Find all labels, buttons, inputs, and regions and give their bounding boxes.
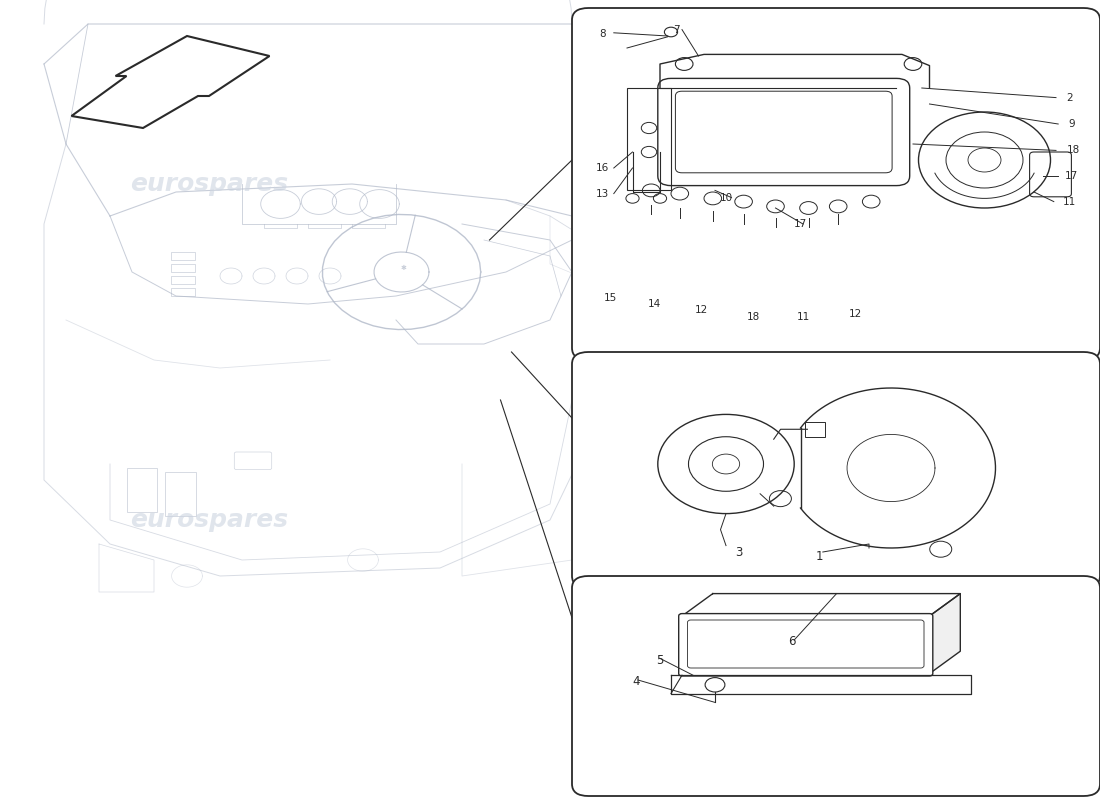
Text: ✱: ✱ <box>400 265 407 271</box>
Text: 14: 14 <box>648 299 661 309</box>
Text: 16: 16 <box>596 163 609 173</box>
FancyBboxPatch shape <box>658 78 910 186</box>
FancyBboxPatch shape <box>572 352 1100 588</box>
Polygon shape <box>72 36 270 128</box>
Text: eurospares: eurospares <box>625 172 783 196</box>
Polygon shape <box>930 594 960 674</box>
Text: 1: 1 <box>816 550 823 562</box>
Text: 17: 17 <box>794 219 807 229</box>
Text: 13: 13 <box>596 190 609 199</box>
Text: 17: 17 <box>1065 171 1078 181</box>
Text: 11: 11 <box>796 312 810 322</box>
Text: 12: 12 <box>849 309 862 318</box>
Text: 8: 8 <box>600 29 606 38</box>
Text: 9: 9 <box>1068 119 1075 129</box>
Bar <box>126 468 157 512</box>
Bar <box>170 276 195 284</box>
Bar <box>170 288 195 296</box>
FancyBboxPatch shape <box>679 614 933 676</box>
Text: 15: 15 <box>604 293 617 302</box>
FancyBboxPatch shape <box>572 576 1100 796</box>
Text: 2: 2 <box>1066 93 1072 102</box>
Text: eurospares: eurospares <box>130 172 288 196</box>
Text: 12: 12 <box>695 306 708 315</box>
Text: 6: 6 <box>789 635 795 648</box>
Bar <box>165 472 196 516</box>
Polygon shape <box>682 594 960 616</box>
FancyBboxPatch shape <box>572 8 1100 360</box>
Text: 18: 18 <box>1067 146 1080 155</box>
Text: 4: 4 <box>632 675 639 688</box>
Text: eurospares: eurospares <box>625 508 783 532</box>
Text: 5: 5 <box>657 654 663 666</box>
Text: 10: 10 <box>719 194 733 203</box>
Bar <box>627 88 671 190</box>
Bar <box>170 252 195 260</box>
Text: 3: 3 <box>736 546 743 558</box>
Bar <box>170 264 195 272</box>
Text: 11: 11 <box>1063 197 1076 206</box>
Bar <box>805 422 825 437</box>
Text: 7: 7 <box>673 26 680 35</box>
Text: 18: 18 <box>747 312 760 322</box>
Text: eurospares: eurospares <box>130 508 288 532</box>
